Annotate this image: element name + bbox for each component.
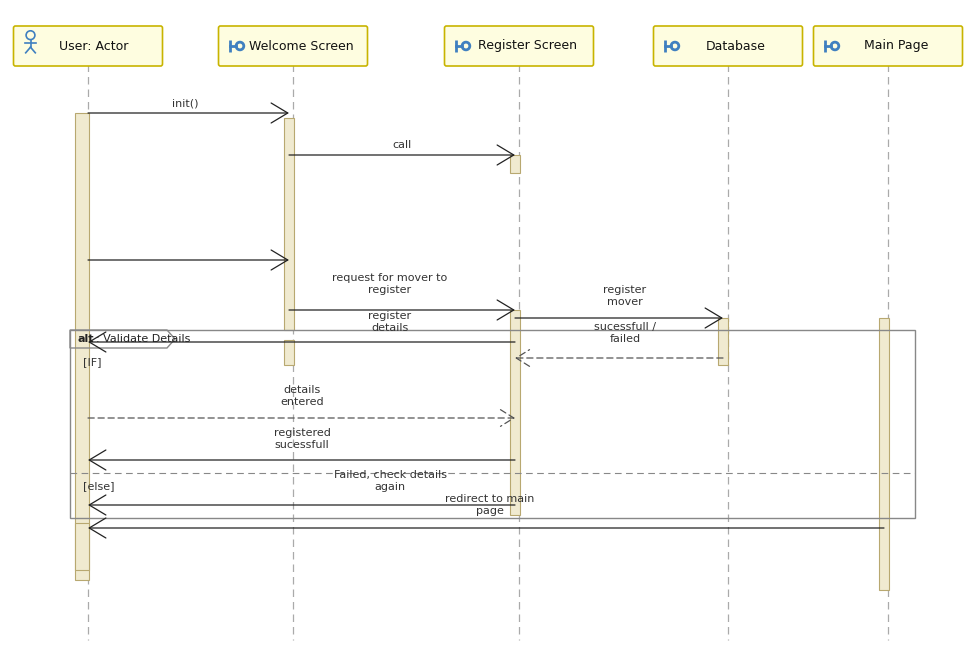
Text: register
details: register details	[368, 312, 412, 333]
Text: Main Page: Main Page	[864, 40, 928, 53]
Text: [IF]: [IF]	[83, 357, 101, 367]
Text: registered
sucessfull: registered sucessfull	[274, 428, 330, 450]
Text: : Validate Details: : Validate Details	[96, 334, 190, 344]
Text: [else]: [else]	[83, 481, 115, 491]
Bar	[75, 113, 89, 580]
Text: alt: alt	[78, 334, 94, 344]
FancyBboxPatch shape	[813, 26, 962, 66]
Bar	[718, 318, 728, 365]
Bar	[75, 523, 89, 570]
Bar	[284, 118, 294, 330]
Text: sucessfull /
failed: sucessfull / failed	[594, 322, 656, 344]
Text: call: call	[393, 140, 412, 150]
Text: Failed, check details
again: Failed, check details again	[333, 471, 446, 492]
Bar	[510, 310, 520, 515]
Text: init(): init()	[171, 98, 199, 108]
FancyBboxPatch shape	[444, 26, 593, 66]
FancyBboxPatch shape	[654, 26, 803, 66]
Bar	[284, 340, 294, 365]
Text: Register Screen: Register Screen	[477, 40, 577, 53]
Text: details
entered: details entered	[281, 385, 323, 407]
Text: User: Actor: User: Actor	[59, 40, 129, 53]
Bar	[510, 155, 520, 173]
FancyBboxPatch shape	[218, 26, 367, 66]
Text: Database: Database	[706, 40, 766, 53]
Bar	[879, 318, 889, 590]
Text: redirect to main
page: redirect to main page	[445, 494, 535, 516]
FancyBboxPatch shape	[14, 26, 163, 66]
Text: register
mover: register mover	[604, 285, 647, 307]
Text: Welcome Screen: Welcome Screen	[248, 40, 354, 53]
Bar	[70, 330, 915, 518]
Text: request for mover to
register: request for mover to register	[332, 273, 448, 295]
